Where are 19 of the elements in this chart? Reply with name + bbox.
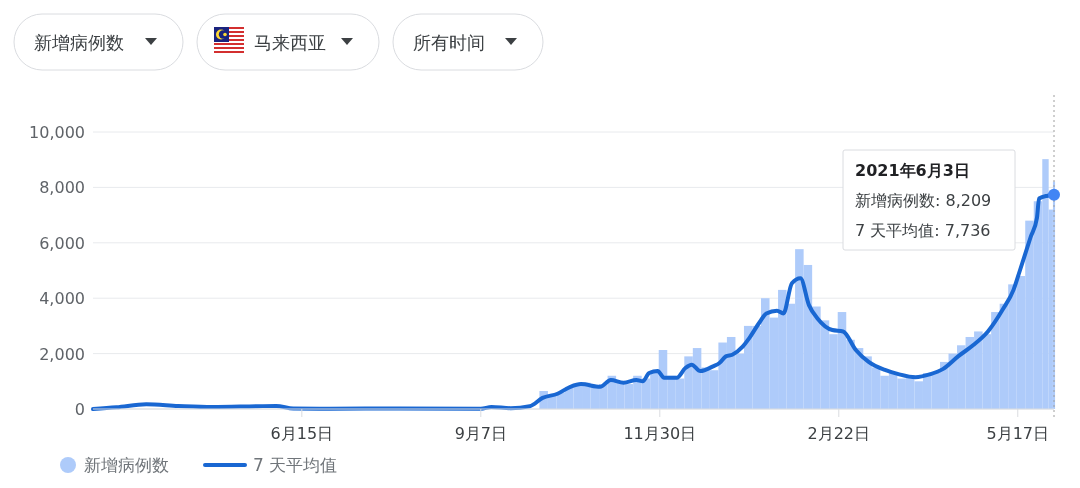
y-tick-label: 6,000 (39, 233, 85, 253)
legend-label: 新增病例数 (84, 455, 169, 475)
y-tick-label: 10,000 (29, 123, 85, 142)
x-tick-label: 2月22日 (807, 424, 871, 443)
x-tick-label: 9月7日 (454, 424, 507, 443)
text: 新增病例数 (34, 32, 124, 53)
annotation: 2021年6月3日 (855, 161, 970, 180)
annotation: 新增病例数: 8,209 (855, 191, 992, 210)
y-tick-label: 8,000 (39, 178, 85, 198)
legend-label: 7 天平均值 (253, 455, 338, 475)
y-tick-label: 0 (74, 400, 85, 419)
x-tick-label: 11月30日 (623, 424, 697, 443)
text: 所有时间 (413, 32, 485, 53)
annotation: 7 天平均值: 7,736 (855, 221, 991, 240)
y-tick-label: 4,000 (39, 289, 85, 309)
y-tick-label: 2,000 (39, 344, 85, 364)
x-tick-label: 6月15日 (270, 424, 334, 443)
text: 马来西亚 (254, 32, 326, 53)
x-tick-label: 5月17日 (986, 424, 1050, 443)
